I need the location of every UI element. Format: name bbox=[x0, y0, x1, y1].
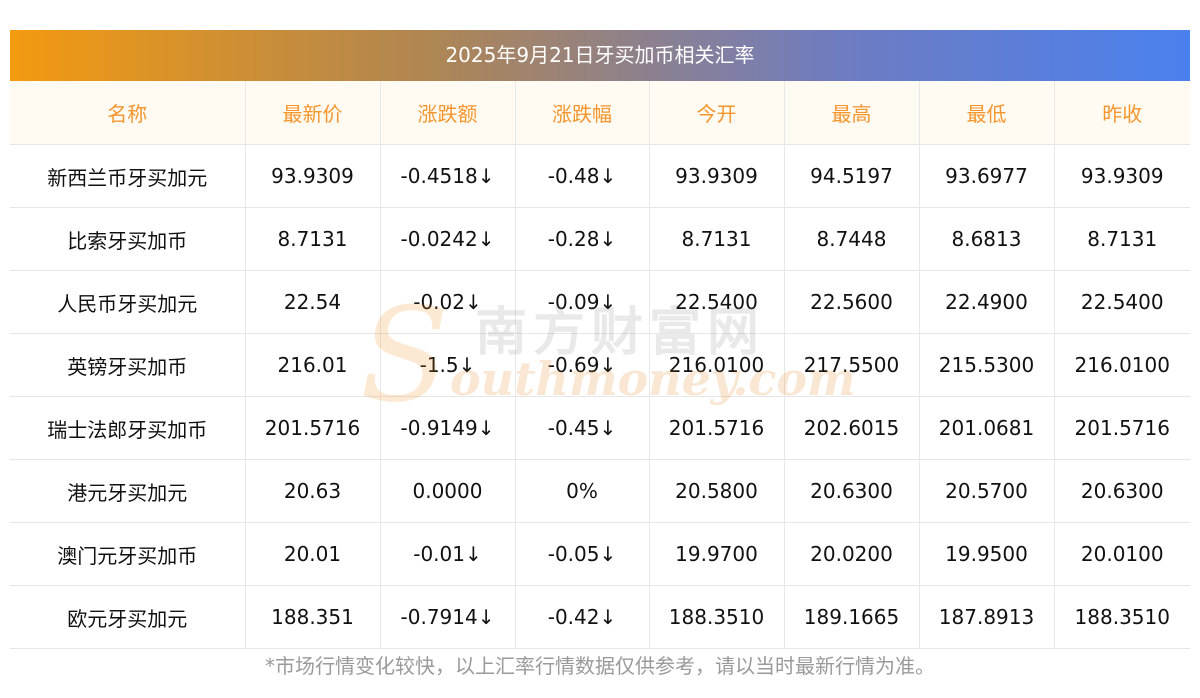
cell-prev-close: 8.7131 bbox=[1054, 207, 1190, 271]
cell-prev-close: 188.3510 bbox=[1054, 585, 1190, 649]
cell-low: 19.9500 bbox=[919, 522, 1055, 586]
cell-change-pct: -0.45↓ bbox=[515, 396, 650, 460]
table-row: 瑞士法郎牙买加币 201.5716 -0.9149↓ -0.45↓ 201.5716 20… bbox=[10, 396, 1190, 460]
cell-change-pct: -0.69↓ bbox=[515, 333, 650, 397]
cell-change-pct: -0.05↓ bbox=[515, 522, 650, 586]
cell-latest: 20.01 bbox=[245, 522, 381, 586]
column-header-prev-close: 昨收 bbox=[1054, 81, 1190, 145]
cell-name: 人民币牙买加元 bbox=[10, 270, 246, 334]
cell-low: 201.0681 bbox=[919, 396, 1055, 460]
cell-name: 瑞士法郎牙买加币 bbox=[10, 396, 246, 460]
cell-latest: 20.63 bbox=[245, 459, 381, 523]
cell-prev-close: 22.5400 bbox=[1054, 270, 1190, 334]
cell-prev-close: 20.6300 bbox=[1054, 459, 1190, 523]
cell-open: 93.9309 bbox=[649, 144, 785, 208]
cell-low: 20.5700 bbox=[919, 459, 1055, 523]
cell-open: 22.5400 bbox=[649, 270, 785, 334]
cell-change-pct: -0.09↓ bbox=[515, 270, 650, 334]
cell-name: 比索牙买加币 bbox=[10, 207, 246, 271]
cell-open: 216.0100 bbox=[649, 333, 785, 397]
cell-latest: 93.9309 bbox=[245, 144, 381, 208]
cell-change-pct: -0.48↓ bbox=[515, 144, 650, 208]
cell-open: 19.9700 bbox=[649, 522, 785, 586]
cell-prev-close: 93.9309 bbox=[1054, 144, 1190, 208]
cell-high: 22.5600 bbox=[784, 270, 920, 334]
cell-low: 8.6813 bbox=[919, 207, 1055, 271]
disclaimer-footnote: *市场行情变化较快，以上汇率行情数据仅供参考，请以当时最新行情为准。 bbox=[265, 654, 935, 678]
cell-latest: 201.5716 bbox=[245, 396, 381, 460]
column-header-change-pct: 涨跌幅 bbox=[515, 81, 650, 145]
column-header-latest: 最新价 bbox=[245, 81, 381, 145]
cell-change: -0.9149↓ bbox=[380, 396, 516, 460]
exchange-rate-table: 名称 最新价 涨跌额 涨跌幅 今开 最高 最低 昨收 新西兰币牙买加元 93.93… bbox=[10, 81, 1190, 649]
cell-change: -0.01↓ bbox=[380, 522, 516, 586]
cell-change: -1.5↓ bbox=[380, 333, 516, 397]
cell-open: 188.3510 bbox=[649, 585, 785, 649]
column-header-open: 今开 bbox=[649, 81, 785, 145]
column-header-low: 最低 bbox=[919, 81, 1055, 145]
cell-change: -0.02↓ bbox=[380, 270, 516, 334]
column-header-high: 最高 bbox=[784, 81, 920, 145]
cell-change-pct: -0.28↓ bbox=[515, 207, 650, 271]
cell-latest: 216.01 bbox=[245, 333, 381, 397]
cell-high: 94.5197 bbox=[784, 144, 920, 208]
table-row: 英镑牙买加币 216.01 -1.5↓ -0.69↓ 216.0100 217.5500 2… bbox=[10, 333, 1190, 397]
cell-low: 93.6977 bbox=[919, 144, 1055, 208]
header-row: 名称 最新价 涨跌额 涨跌幅 今开 最高 最低 昨收 bbox=[10, 81, 1190, 145]
cell-open: 201.5716 bbox=[649, 396, 785, 460]
table-row: 澳门元牙买加币 20.01 -0.01↓ -0.05↓ 19.9700 20.0200 19… bbox=[10, 522, 1190, 586]
column-header-name: 名称 bbox=[10, 81, 246, 145]
cell-open: 20.5800 bbox=[649, 459, 785, 523]
table-row: 比索牙买加币 8.7131 -0.0242↓ -0.28↓ 8.7131 8.7448 8.… bbox=[10, 207, 1190, 271]
table-row: 欧元牙买加元 188.351 -0.7914↓ -0.42↓ 188.3510 189.1… bbox=[10, 585, 1190, 649]
table-row: 港元牙买加元 20.63 0.0000 0% 20.5800 20.6300 20.5700… bbox=[10, 459, 1190, 523]
cell-change: -0.4518↓ bbox=[380, 144, 516, 208]
column-header-change: 涨跌额 bbox=[380, 81, 516, 145]
cell-prev-close: 216.0100 bbox=[1054, 333, 1190, 397]
cell-open: 8.7131 bbox=[649, 207, 785, 271]
cell-name: 澳门元牙买加币 bbox=[10, 522, 246, 586]
cell-high: 8.7448 bbox=[784, 207, 920, 271]
cell-name: 新西兰币牙买加元 bbox=[10, 144, 246, 208]
cell-change-pct: -0.42↓ bbox=[515, 585, 650, 649]
cell-latest: 8.7131 bbox=[245, 207, 381, 271]
cell-low: 22.4900 bbox=[919, 270, 1055, 334]
cell-high: 20.6300 bbox=[784, 459, 920, 523]
cell-prev-close: 20.0100 bbox=[1054, 522, 1190, 586]
cell-name: 港元牙买加元 bbox=[10, 459, 246, 523]
cell-high: 202.6015 bbox=[784, 396, 920, 460]
cell-change: -0.7914↓ bbox=[380, 585, 516, 649]
cell-change-pct: 0% bbox=[515, 459, 650, 523]
cell-latest: 188.351 bbox=[245, 585, 381, 649]
cell-high: 189.1665 bbox=[784, 585, 920, 649]
cell-change: 0.0000 bbox=[380, 459, 516, 523]
cell-low: 215.5300 bbox=[919, 333, 1055, 397]
rates-panel: 2025年9月21日牙买加币相关汇率 名称 最新价 涨跌额 涨跌幅 今开 最高 … bbox=[10, 30, 1190, 649]
cell-prev-close: 201.5716 bbox=[1054, 396, 1190, 460]
cell-low: 187.8913 bbox=[919, 585, 1055, 649]
cell-change: -0.0242↓ bbox=[380, 207, 516, 271]
table-title: 2025年9月21日牙买加币相关汇率 bbox=[10, 30, 1190, 81]
table-row: 新西兰币牙买加元 93.9309 -0.4518↓ -0.48↓ 93.9309 94.5… bbox=[10, 144, 1190, 208]
table-row: 人民币牙买加元 22.54 -0.02↓ -0.09↓ 22.5400 22.5600 22… bbox=[10, 270, 1190, 334]
cell-high: 20.0200 bbox=[784, 522, 920, 586]
cell-high: 217.5500 bbox=[784, 333, 920, 397]
cell-name: 英镑牙买加币 bbox=[10, 333, 246, 397]
cell-name: 欧元牙买加元 bbox=[10, 585, 246, 649]
cell-latest: 22.54 bbox=[245, 270, 381, 334]
